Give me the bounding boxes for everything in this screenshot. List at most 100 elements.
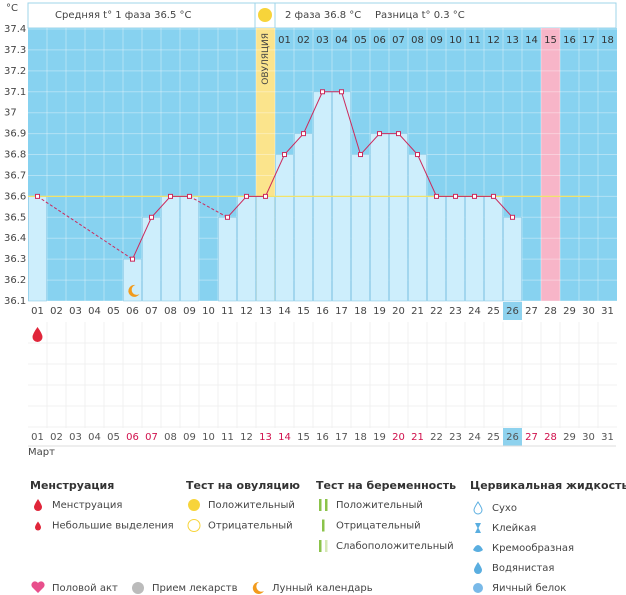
x-tick-label-bottom: 18 [354,432,367,443]
legend-item: Слабоположительный [336,541,454,552]
x-tick-label: 18 [354,306,367,317]
phase2-day-label: 03 [316,35,329,46]
pill-icon [132,582,144,594]
legend-title: Тест на беременность [316,479,456,492]
phase2-day-label: 12 [487,35,500,46]
x-tick-label: 22 [430,306,443,317]
temperature-bar [427,196,446,302]
unit-label: °C [6,3,18,14]
phase2-day-label: 11 [468,35,481,46]
ovulation-negative-icon [187,519,201,532]
x-tick-label: 03 [69,306,82,317]
x-tick-label-bottom: 13 [259,432,272,443]
temperature-bar [351,154,370,302]
gap-connector [37,195,133,260]
x-tick-label: 09 [183,306,196,317]
y-tick-label: 37.3 [4,45,26,56]
ovulation-label: ОВУЛЯЦИЯ [261,33,271,85]
x-tick-label-bottom: 16 [316,432,329,443]
temperature-point [491,193,496,199]
y-tick-label: 36.2 [4,275,26,286]
x-tick-label: 07 [145,306,158,317]
x-tick-label: 23 [449,306,462,317]
x-tick-label-bottom: 21 [411,432,424,443]
x-tick-label: 20 [392,306,405,317]
temperature-bar [465,196,484,302]
y-tick-label: 37.1 [4,87,26,98]
legend-item: Водянистая [492,563,554,574]
x-tick-label: 02 [50,306,63,317]
x-tick-label-bottom: 23 [449,432,462,443]
x-tick-label: 04 [88,306,101,317]
temperature-point [358,152,363,158]
y-tick-label: 36.3 [4,254,26,265]
x-tick-label-bottom: 11 [221,432,234,443]
temperature-bar [484,196,503,302]
heart-icon [31,581,45,593]
y-tick-label: 37.2 [4,66,26,77]
test-bar [325,540,328,552]
temperature-bar [408,154,427,302]
x-tick-label-bottom: 07 [145,432,158,443]
x-tick-label-bottom: 10 [202,432,215,443]
temperature-point [301,131,306,137]
y-tick-label: 36.1 [4,296,26,307]
x-tick-label: 05 [107,306,120,317]
legend-item: Кремообразная [492,543,574,554]
temperature-bar [161,196,180,302]
test-bar [319,499,322,511]
phase2-day-label: 01 [278,35,291,46]
phase2-day-label: 17 [582,35,595,46]
x-tick-label: 10 [202,306,215,317]
test-bar [319,540,322,552]
drop-icon [35,521,41,531]
phase2-day-label: 05 [354,35,367,46]
phase2-average: 2 фаза 36.8 °C [285,10,361,21]
x-tick-label-bottom: 08 [164,432,177,443]
x-tick-label-bottom: 27 [525,432,538,443]
x-tick-label-bottom: 29 [563,432,576,443]
x-tick-label-bottom: 01 [31,432,44,443]
plot: 36.1 36.2 36.3 36.4 36.5 36.6 36.7 36.8 36.9 37 37… [4,24,617,446]
x-tick-label: 15 [297,306,310,317]
x-tick-label: 26 [506,306,519,317]
x-tick-label-bottom: 03 [69,432,82,443]
legend-item: Положительный [336,500,423,511]
y-tick-label: 36.9 [4,129,26,140]
x-tick-label: 14 [278,306,291,317]
gap-connector [189,195,228,218]
drop-icon [34,499,42,511]
month-label: Март [28,447,55,458]
legend-item: Менструация [52,500,122,511]
moon-icon [128,284,140,297]
temperature-point [168,193,173,199]
temperature-bar [28,196,47,302]
temperature-bar [256,196,275,302]
header-box [27,2,617,29]
temperature-point [282,152,287,158]
y-tick-label: 36.4 [4,233,26,244]
today-highlight [503,428,522,446]
temperature-bar [503,217,522,302]
test-bar [322,519,325,532]
legend-item: Половой акт [52,583,118,594]
y-tick-label: 36.7 [4,170,26,181]
y-tick-label: 36.5 [4,212,26,223]
temperature-point [130,256,135,262]
temperature-difference: Разница t° 0.3 °C [375,10,465,21]
legend: Менструация Менструация Небольшие выделени… [30,479,626,594]
legend-item: Сухо [492,503,517,514]
fluid-icon [473,545,483,552]
temperature-point [510,214,515,220]
fluid-icon [475,523,481,533]
phase2-day-label: 08 [411,35,424,46]
x-tick-label: 12 [240,306,253,317]
temperature-point [434,193,439,199]
x-tick-label-bottom: 26 [506,432,519,443]
x-tick-label: 30 [582,306,595,317]
temperature-bar [294,133,313,302]
fluid-icon [474,562,482,574]
temperature-point [396,131,401,137]
x-tick-label-bottom: 31 [601,432,614,443]
ovulation-positive-icon [188,499,200,511]
